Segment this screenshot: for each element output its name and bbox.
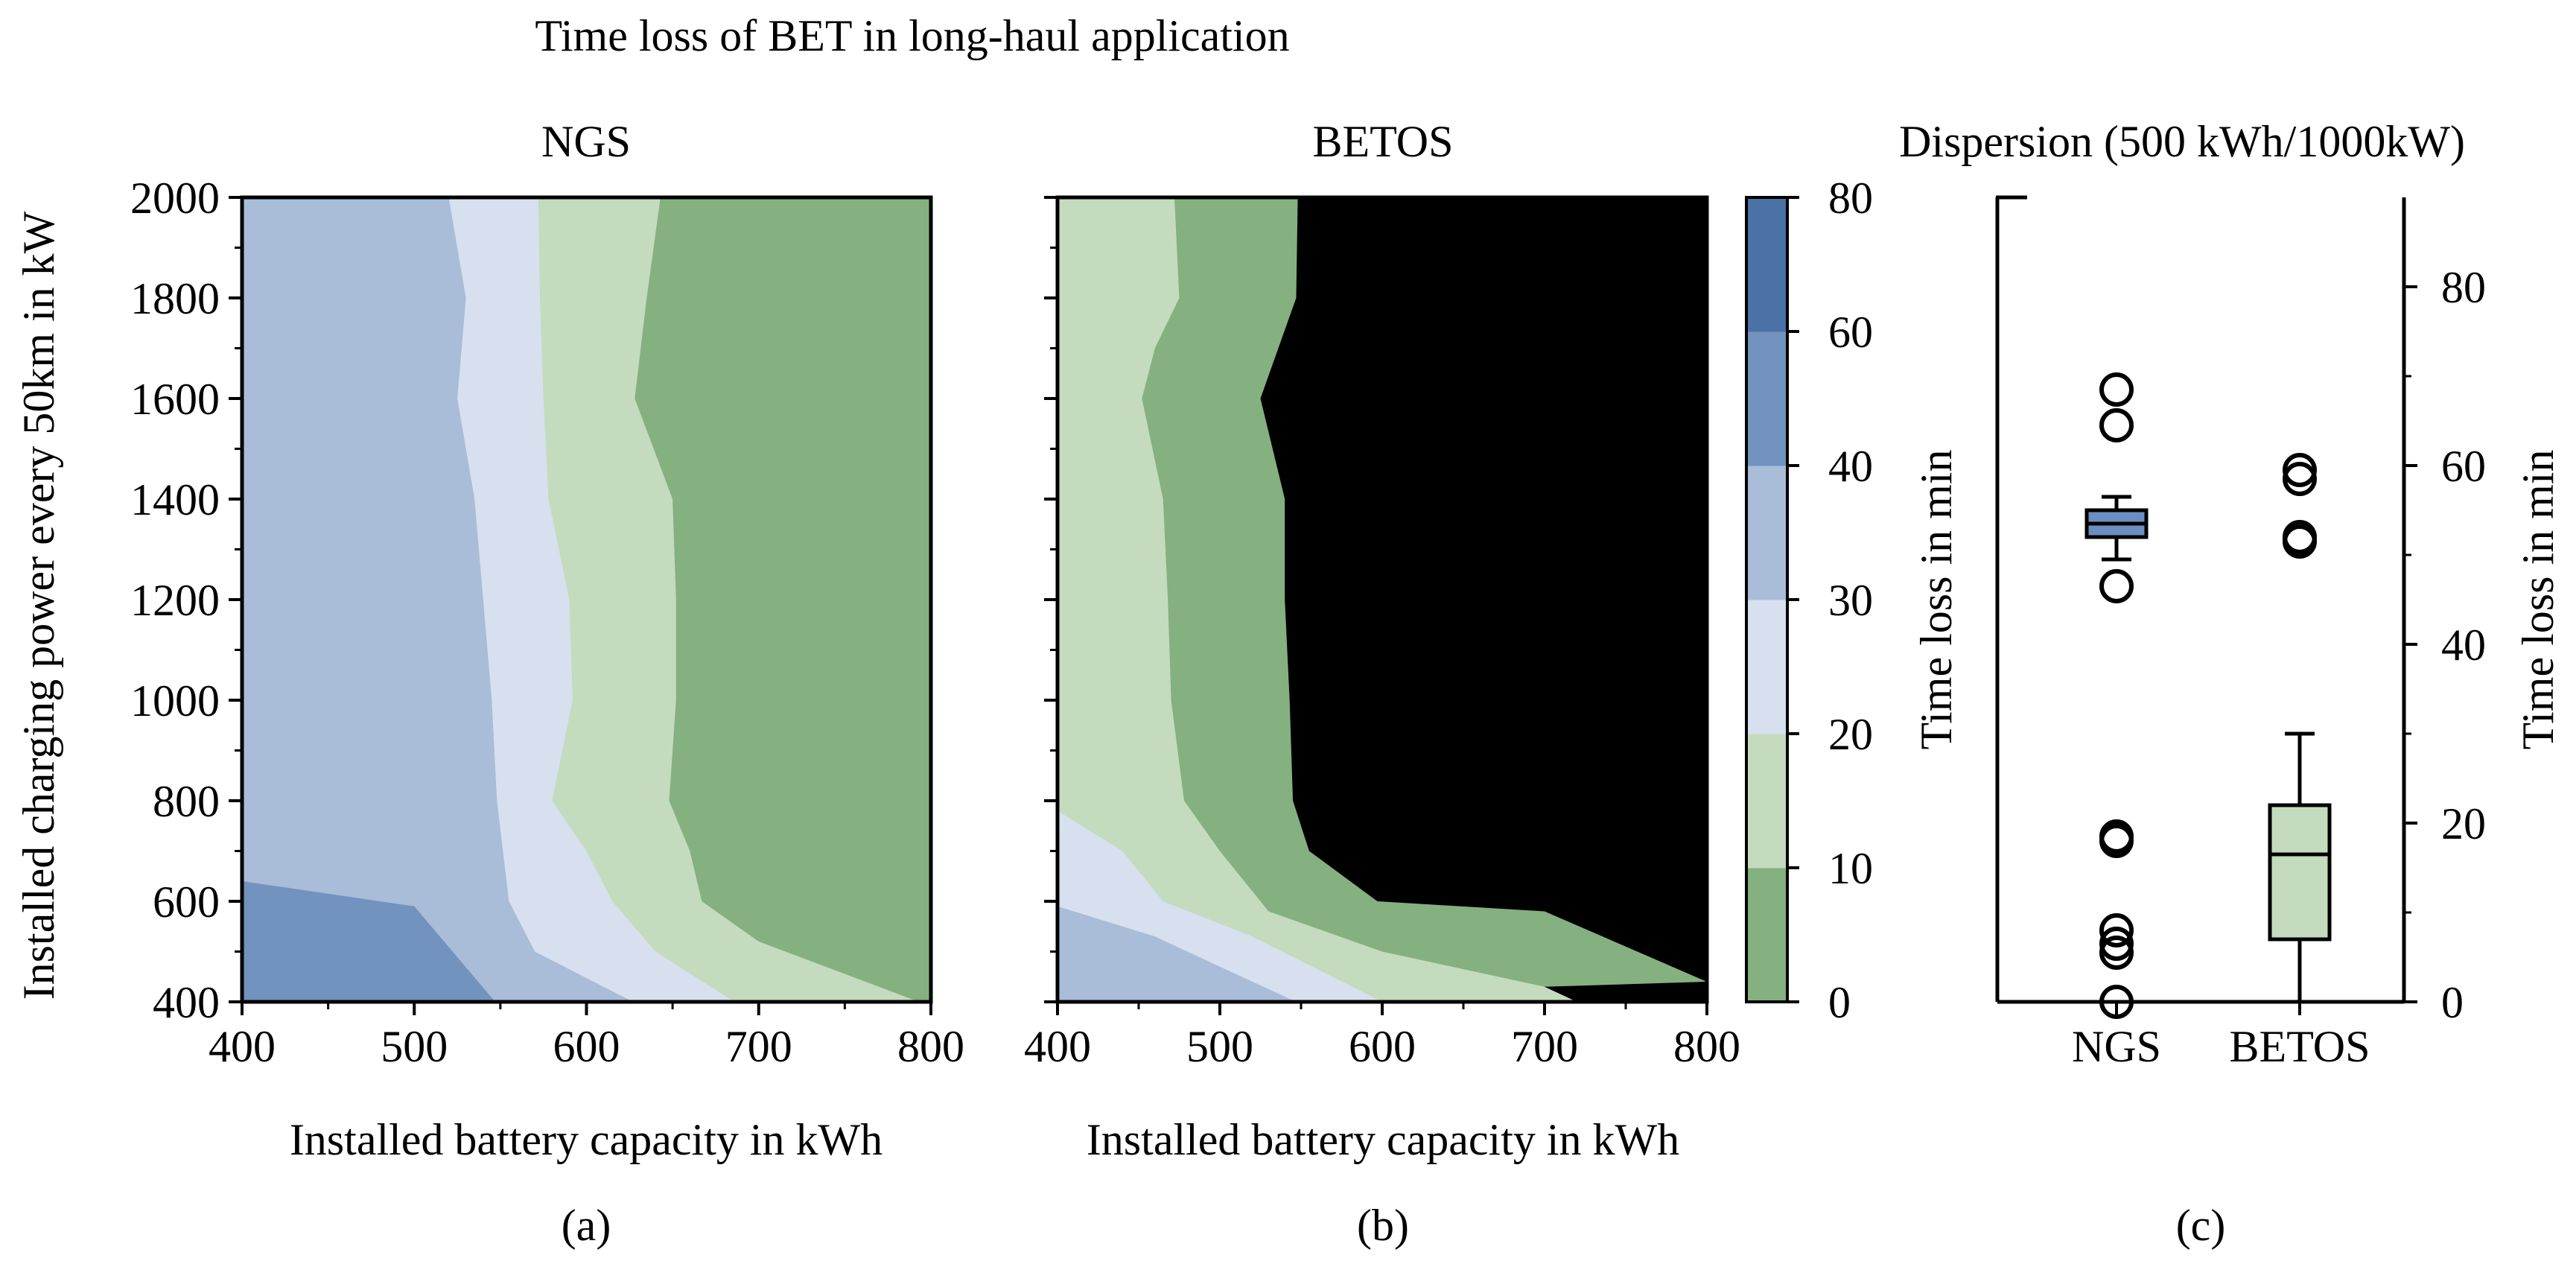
- colorbar-tick-label: 20: [1828, 710, 1873, 759]
- ngs-x-tick-label: 400: [209, 1022, 276, 1071]
- colorbar-tick-label: 60: [1828, 308, 1873, 357]
- betos-axes: 400 500 600 700 800: [1024, 195, 1740, 1071]
- outlier-point: [2099, 372, 2134, 407]
- outlier-point: [2099, 569, 2134, 603]
- outlier-point: [2283, 453, 2317, 487]
- boxplot-y-tick-label: 20: [2441, 799, 2486, 848]
- boxplot-x-tick-label: BETOS: [2230, 1022, 2370, 1071]
- ngs-y-tick-label: 600: [153, 877, 220, 927]
- ngs-x-tick-label: 500: [381, 1022, 448, 1071]
- outlier-point: [2099, 408, 2134, 442]
- colorbar-tick-label: 80: [1828, 174, 1873, 223]
- betos-panel-title: BETOS: [1313, 117, 1454, 166]
- ngs-y-tick-label: 2000: [130, 174, 220, 223]
- outlier-point: [2099, 819, 2134, 854]
- ngs-x-tick-label: 800: [897, 1022, 964, 1071]
- boxplot-y-tick-label: 0: [2441, 978, 2464, 1027]
- ngs-y-tick-label: 800: [153, 777, 220, 826]
- colorbar-band: [1746, 600, 1787, 734]
- boxplot-y-tick-label: 60: [2441, 442, 2486, 491]
- ngs-x-axis-label: Installed battery capacity in kWh: [290, 1115, 882, 1164]
- colorbar: 0 10 20 30 40 60 80 Time loss in min: [1745, 174, 1961, 1027]
- ngs-y-tick-label: 1200: [130, 576, 220, 625]
- colorbar-tick-label: 10: [1828, 844, 1873, 893]
- figure-title: Time loss of BET in long-haul applicatio…: [535, 11, 1289, 60]
- ngs-y-tick-label: 1000: [130, 676, 220, 726]
- outlier-point: [2283, 520, 2317, 554]
- betos-x-tick-label: 500: [1186, 1022, 1253, 1071]
- outlier-point: [2283, 462, 2317, 496]
- ngs-y-tick-label: 1600: [130, 375, 220, 424]
- ngs-axes: 400 500 600 700 800 400 600 800 1000 1200 1400 1600…: [130, 174, 964, 1071]
- ngs-region-40: [242, 197, 633, 1002]
- colorbar-band: [1746, 197, 1787, 332]
- ngs-y-axis-label: Installed charging power every 50km in k…: [14, 211, 63, 1000]
- ngs-y-tick-label: 400: [153, 978, 220, 1027]
- colorbar-bands: [1746, 197, 1787, 1003]
- boxplot-title: Dispersion (500 kWh/1000kW): [1899, 117, 2465, 166]
- betos-region-40: [1058, 906, 1297, 1002]
- outlier-point: [2099, 927, 2134, 961]
- ngs-region-60: [242, 881, 495, 1002]
- ngs-panel-title: NGS: [541, 117, 631, 166]
- panel-label-a: (a): [562, 1201, 611, 1250]
- betos-x-tick-label: 700: [1511, 1022, 1578, 1071]
- boxplot-axes: 0 20 40 60 80 NGS BETOS: [1995, 195, 2486, 1071]
- boxplot-y-tick-label: 80: [2441, 263, 2486, 312]
- colorbar-label: Time loss in min: [1912, 450, 1961, 750]
- boxplot-y-axis-label: Time loss in min: [2513, 450, 2563, 750]
- betos-x-tick-label: 800: [1673, 1022, 1740, 1071]
- betos-x-tick-label: 400: [1024, 1022, 1091, 1071]
- colorbar-band: [1746, 734, 1787, 869]
- betos-region-10: [1058, 197, 1707, 1002]
- betos-x-tick-label: 600: [1349, 1022, 1416, 1071]
- outlier-point: [2099, 936, 2134, 970]
- panel-dispersion-boxplot: 0 20 40 60 80 NGS BETOS Dispersion (500 kWh/10…: [1899, 117, 2563, 1250]
- betos-x-axis-label: Installed battery capacity in kWh: [1087, 1115, 1679, 1164]
- panel-ngs-contour: 400 500 600 700 800 400 600 800 1000 1200 1400 1600…: [14, 117, 964, 1250]
- panel-label-c: (c): [2176, 1201, 2226, 1250]
- colorbar-ticks: 0 10 20 30 40 60 80: [1745, 174, 1873, 1027]
- ngs-y-tick-label: 1800: [130, 274, 220, 323]
- panel-betos-contour: 400 500 600 700 800 BETOS Installed battery …: [1024, 117, 1740, 1250]
- outlier-point: [2099, 913, 2134, 947]
- ngs-x-tick-label: 600: [553, 1022, 620, 1071]
- betos-contour-regions: [1058, 197, 1707, 1002]
- ngs-y-tick-label: 1400: [130, 475, 220, 524]
- boxplot-y-tick-label: 40: [2441, 620, 2486, 670]
- colorbar-tick-label: 30: [1828, 576, 1873, 625]
- betos-box: [2268, 803, 2332, 942]
- boxplot-x-tick-label: NGS: [2072, 1022, 2161, 1071]
- colorbar-band: [1746, 868, 1787, 1003]
- colorbar-band: [1746, 466, 1787, 600]
- ngs-x-tick-label: 700: [725, 1022, 792, 1071]
- colorbar-tick-label: 40: [1828, 442, 1873, 491]
- colorbar-band: [1746, 331, 1787, 466]
- panel-label-b: (b): [1357, 1201, 1409, 1250]
- ngs-contour-regions: [242, 197, 931, 1002]
- boxplot-marks: [2084, 372, 2332, 1019]
- colorbar-tick-label: 0: [1828, 978, 1851, 1027]
